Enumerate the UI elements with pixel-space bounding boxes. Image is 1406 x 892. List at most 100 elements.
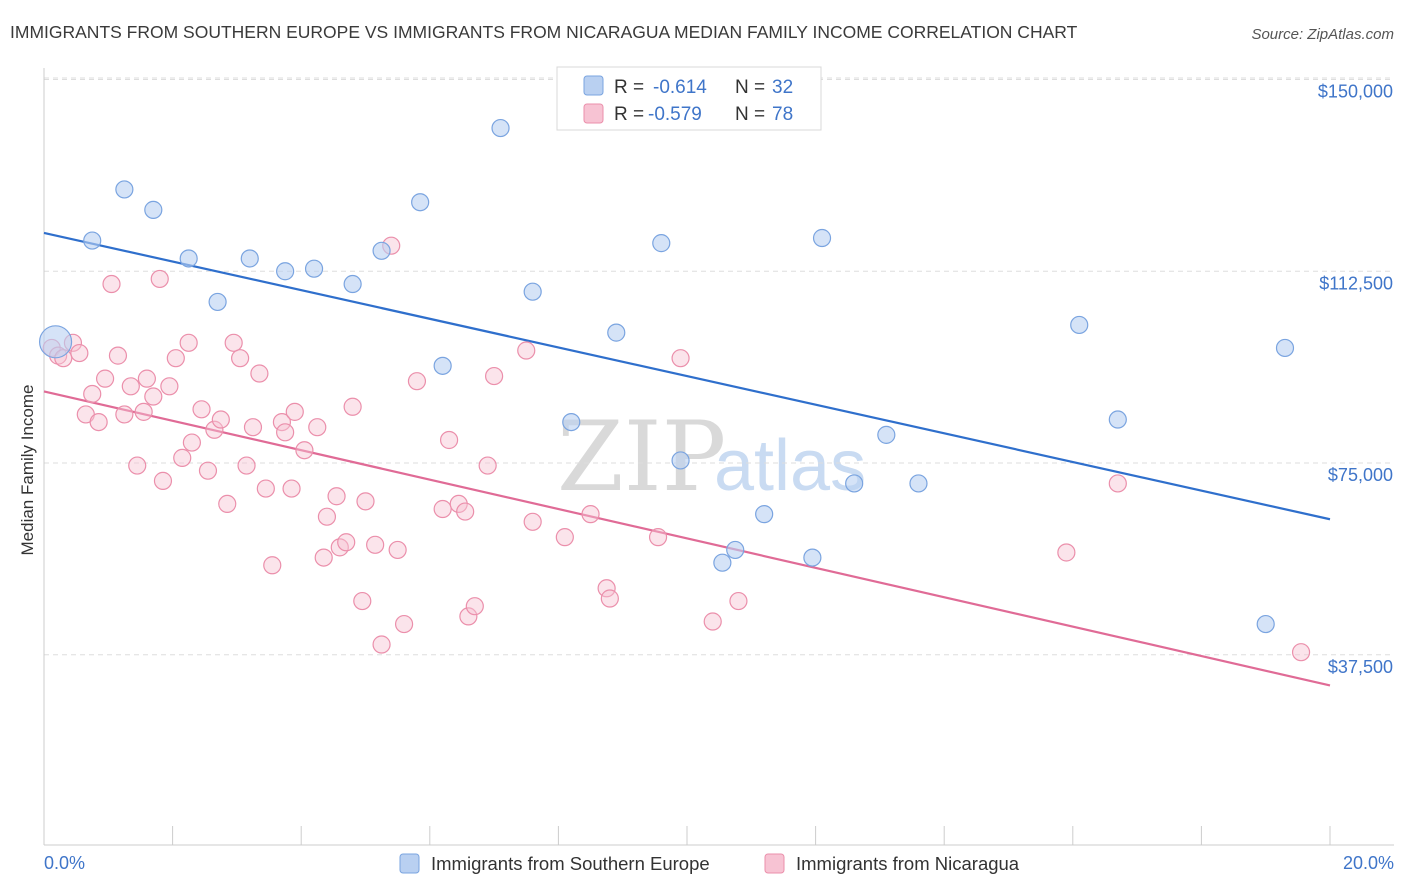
pink-point-10 <box>108 346 128 365</box>
blue-point-14 <box>523 282 542 301</box>
pink-point-56 <box>433 499 452 519</box>
x-tick-label-min: 0.0% <box>44 853 85 873</box>
legend-n-value-pink: 78 <box>772 104 793 125</box>
legend-r-value-pink: -0.579 <box>648 104 702 125</box>
pink-point-51 <box>372 635 391 654</box>
legend-swatch-pink <box>583 103 604 124</box>
pink-point-43 <box>314 548 333 567</box>
bottom-legend-label-blue: Immigrants from Southern Europe <box>431 853 710 874</box>
pink-point-13 <box>128 456 147 475</box>
y-tick-label-75000: $75,000 <box>1328 465 1393 485</box>
pink-point-30 <box>231 349 250 368</box>
blue-point-20 <box>726 540 745 560</box>
pink-point-35 <box>263 556 282 575</box>
stats-legend: R = -0.614 N = 32 R = -0.579 N = 78 <box>556 66 822 131</box>
blue-point-13 <box>433 356 452 375</box>
pink-point-70 <box>648 528 668 547</box>
blue-point-29 <box>1275 338 1295 358</box>
watermark-atlas: atlas <box>714 426 866 506</box>
blue-point-10 <box>372 241 391 260</box>
pink-point-75 <box>1108 474 1127 493</box>
pink-point-23 <box>182 433 201 452</box>
legend-n-label-pink: N = <box>735 104 765 125</box>
bottom-legend-swatch-pink <box>764 853 785 874</box>
x-tick-label-max: 20.0% <box>1343 853 1394 873</box>
pink-point-39 <box>285 402 304 421</box>
y-tick-label-150000: $150,000 <box>1318 82 1393 102</box>
pink-point-29 <box>224 333 243 352</box>
pink-point-17 <box>150 269 169 289</box>
blue-point-22 <box>755 505 774 524</box>
chart-title: IMMIGRANTS FROM SOUTHERN EUROPE VS IMMIG… <box>10 22 1078 42</box>
pink-point-55 <box>407 372 427 391</box>
y-tick-label-112500: $112,500 <box>1319 273 1393 293</box>
blue-point-19 <box>671 451 690 470</box>
pink-point-15 <box>137 369 156 388</box>
pink-point-34 <box>256 479 275 498</box>
pink-point-76 <box>1291 643 1311 662</box>
legend-r-label-blue: R = <box>614 77 644 98</box>
blue-point-12 <box>491 118 510 138</box>
source-label: Source: ZipAtlas.com <box>1251 26 1394 43</box>
pink-point-73 <box>729 591 748 611</box>
blue-point-5 <box>208 292 227 312</box>
legend-r-label-pink: R = <box>614 104 644 125</box>
pink-point-31 <box>237 456 256 475</box>
blue-point-2 <box>115 180 134 199</box>
legend-n-value-blue: 32 <box>772 77 793 98</box>
blue-point-17 <box>652 234 671 253</box>
pink-point-48 <box>353 591 372 611</box>
pink-point-59 <box>456 502 475 521</box>
pink-point-63 <box>485 366 504 386</box>
pink-point-36 <box>272 412 292 432</box>
pink-point-4 <box>70 343 89 363</box>
blue-point-27 <box>1070 315 1089 335</box>
pink-point-16 <box>144 387 163 406</box>
pink-point-9 <box>102 274 121 294</box>
pink-point-74 <box>1057 543 1076 562</box>
blue-trend-line <box>43 231 1331 521</box>
pink-point-20 <box>166 349 185 368</box>
bottom-legend: Immigrants from Southern Europe Immigran… <box>399 853 1020 874</box>
pink-point-32 <box>243 418 263 437</box>
pink-point-24 <box>192 400 211 419</box>
bottom-legend-label-pink: Immigrants from Nicaragua <box>796 853 1020 874</box>
blue-point-24 <box>845 474 864 493</box>
trend-lines <box>43 231 1331 687</box>
blue-point-28 <box>1108 410 1127 429</box>
pink-point-25 <box>198 461 218 480</box>
pink-point-62 <box>478 456 497 475</box>
pink-point-72 <box>703 612 722 631</box>
pink-point-57 <box>439 430 459 450</box>
blue-point-30 <box>1256 614 1275 634</box>
pink-point-28 <box>218 494 237 514</box>
pink-point-44 <box>327 487 346 506</box>
blue-point-9 <box>343 274 362 294</box>
pink-point-38 <box>282 479 301 498</box>
blue-point-25 <box>877 425 896 444</box>
axes <box>43 68 1394 846</box>
watermark: ZIP atlas <box>557 401 866 513</box>
blue-point-6 <box>240 249 259 268</box>
blue-point-8 <box>304 259 324 278</box>
pink-point-66 <box>555 528 574 547</box>
blue-point-11 <box>411 193 430 212</box>
blue-point-16 <box>562 412 581 432</box>
blue-point-26 <box>909 474 928 493</box>
blue-point-15 <box>607 323 626 342</box>
blue-point-23 <box>803 548 822 567</box>
pink-point-67 <box>581 505 600 524</box>
pink-point-14 <box>134 402 153 421</box>
y-tick-label-37500: $37,500 <box>1328 657 1393 677</box>
pink-point-64 <box>517 341 536 360</box>
bottom-legend-swatch-blue <box>399 853 420 874</box>
pink-point-71 <box>671 349 690 368</box>
pink-trend-line <box>43 390 1331 687</box>
pink-point-54 <box>394 614 414 634</box>
pink-point-19 <box>160 377 179 396</box>
pink-point-37 <box>276 423 295 442</box>
pink-point-46 <box>337 533 356 552</box>
pink-point-7 <box>89 412 108 432</box>
blue-point-3 <box>144 200 163 219</box>
blue-point-1 <box>83 231 102 250</box>
